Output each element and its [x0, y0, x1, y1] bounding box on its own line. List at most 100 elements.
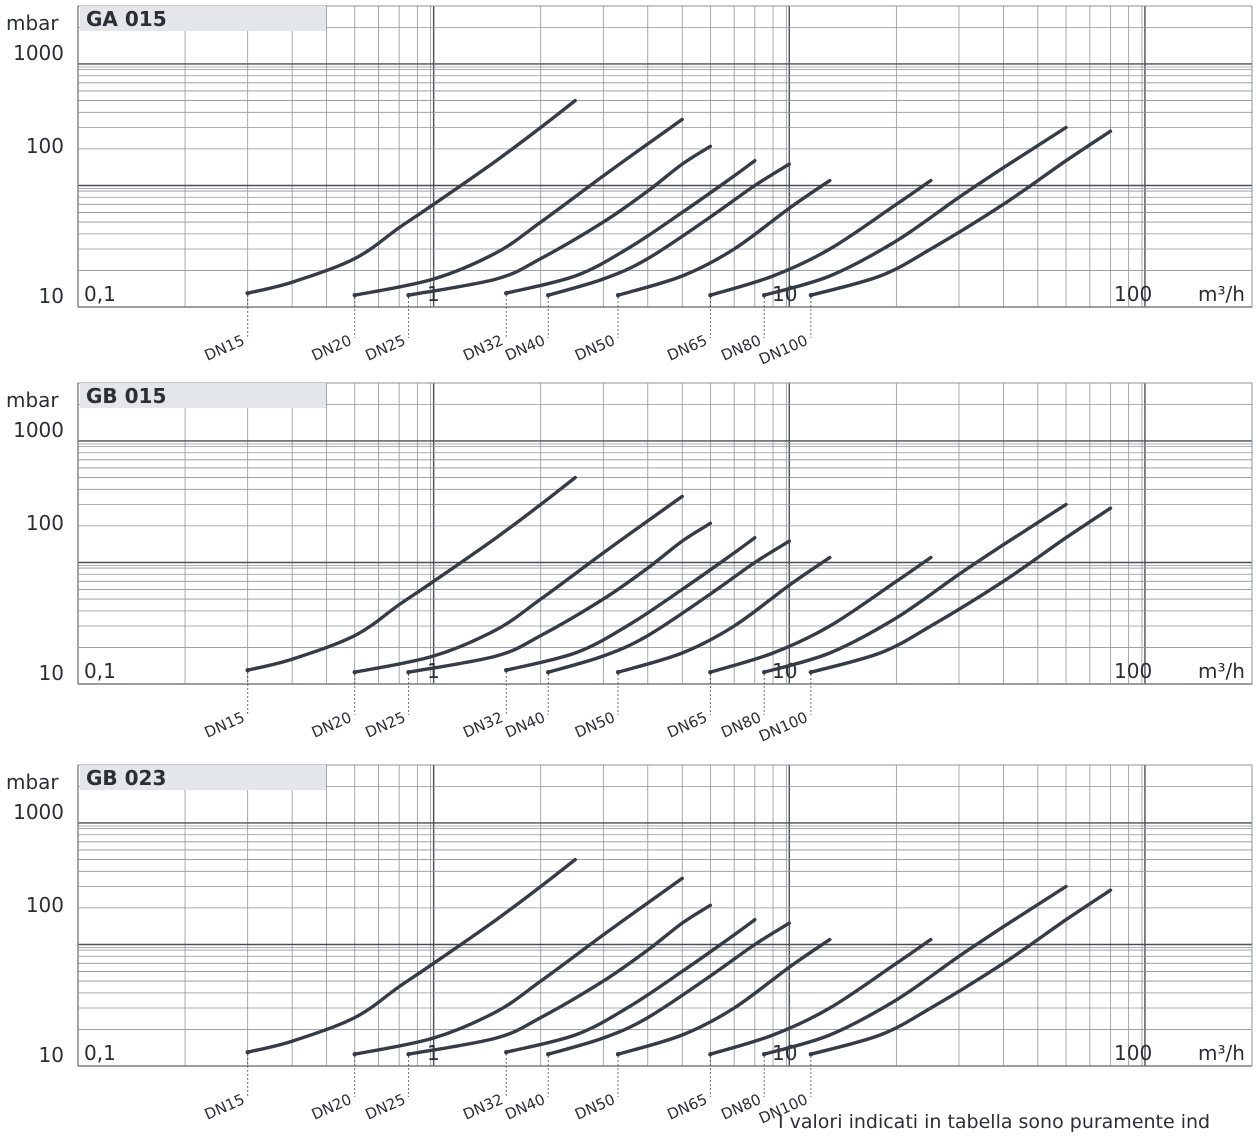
curve-dn40 — [546, 162, 791, 297]
curve-dn25 — [406, 521, 713, 674]
curve-dn65 — [708, 555, 933, 674]
x-axis-unit: m³/h — [1198, 282, 1245, 306]
dn-label-dn80: DN80 — [718, 708, 764, 741]
curve-start-dn80 — [761, 670, 767, 675]
curve-start-dn40 — [546, 670, 551, 675]
dn-label-dn20: DN20 — [309, 331, 355, 364]
dn-label-dn100: DN100 — [756, 331, 810, 368]
x-tick-label: 1 — [427, 1041, 440, 1065]
y-tick-label: 1000 — [13, 800, 64, 824]
chart-title-box — [80, 765, 326, 790]
dn-label-dn15: DN15 — [202, 1090, 248, 1123]
curve-dn80 — [762, 125, 1068, 297]
curve-start-dn20 — [352, 1052, 357, 1057]
curve-dn20 — [353, 494, 684, 674]
plot-frame — [77, 764, 1253, 1067]
dn-label-dn20: DN20 — [309, 1090, 355, 1123]
x-axis-unit: m³/h — [1198, 659, 1245, 683]
y-axis-label: mbar — [6, 388, 59, 412]
curve-dn15 — [246, 857, 577, 1054]
dn-label-dn65: DN65 — [664, 708, 710, 741]
curve-start-dn65 — [708, 293, 713, 298]
chart-title: GA 015 — [86, 7, 167, 31]
y-tick-label: 10 — [39, 1043, 64, 1067]
curve-start-dn100 — [808, 293, 814, 298]
curve-start-dn65 — [708, 1052, 713, 1057]
dn-label-dn50: DN50 — [572, 331, 618, 364]
y-tick-label: 1000 — [13, 418, 64, 442]
dn-label-dn25: DN25 — [363, 1090, 409, 1123]
grid — [77, 764, 1253, 1067]
x-tick-label: 0,1 — [84, 659, 116, 683]
curve-dn25 — [406, 903, 713, 1056]
x-tick-label: 10 — [772, 282, 797, 306]
x-tick-label: 0,1 — [84, 1041, 116, 1065]
x-tick-label: 100 — [1114, 1041, 1152, 1065]
disclaimer-note: I valori indicati in tabella sono purame… — [778, 1111, 1211, 1133]
series-group — [245, 857, 1113, 1057]
curve-start-dn80 — [761, 293, 767, 298]
dn-label-dn32: DN32 — [460, 708, 506, 741]
curve-dn65 — [708, 178, 933, 297]
series-group — [245, 475, 1113, 675]
dn-label-dn25: DN25 — [363, 708, 409, 741]
y-axis-label: mbar — [6, 770, 59, 794]
x-tick-label: 1 — [427, 659, 440, 683]
curve-start-dn15 — [245, 1049, 250, 1055]
plot-frame — [77, 382, 1253, 685]
chart-title-box — [80, 383, 326, 408]
y-tick-label: 100 — [26, 134, 64, 158]
curve-start-dn25 — [406, 1052, 411, 1057]
y-tick-label: 100 — [26, 511, 64, 535]
curve-start-dn25 — [406, 670, 411, 675]
dn-label-dn15: DN15 — [202, 708, 248, 741]
curve-dn20 — [353, 876, 684, 1056]
curve-start-dn40 — [546, 293, 551, 298]
curve-dn32 — [504, 918, 757, 1054]
y-tick-label: 100 — [26, 893, 64, 917]
curve-dn50 — [616, 178, 832, 297]
curve-start-dn80 — [761, 1052, 767, 1057]
curve-start-dn15 — [245, 667, 250, 673]
x-tick-label: 0,1 — [84, 282, 116, 306]
curve-start-dn50 — [615, 293, 621, 298]
dn-label-dn50: DN50 — [572, 708, 618, 741]
dn-label-dn100: DN100 — [756, 708, 810, 745]
curve-dn50 — [616, 555, 832, 674]
x-axis-unit: m³/h — [1198, 1041, 1245, 1065]
chart-gb015: GB 015 mbar 10 100 1000 0,1 1 10 100 m³/h DN15 DN20… — [6, 382, 1253, 746]
y-tick-label: 1000 — [13, 41, 64, 65]
curve-start-dn32 — [504, 1049, 509, 1055]
dn-label-dn50: DN50 — [572, 1090, 618, 1123]
curve-start-dn32 — [504, 290, 509, 296]
chart-title-box — [80, 6, 326, 31]
x-tick-label: 100 — [1114, 282, 1152, 306]
curve-start-dn40 — [546, 1052, 551, 1057]
chart-title: GB 015 — [86, 384, 166, 408]
y-axis-label: mbar — [6, 11, 59, 35]
curve-dn15 — [246, 98, 577, 295]
curve-dn32 — [504, 159, 757, 295]
chart-title: GB 023 — [86, 766, 166, 790]
curve-start-dn100 — [808, 1052, 814, 1057]
dn-label-dn15: DN15 — [202, 331, 248, 364]
curve-start-dn20 — [352, 670, 357, 675]
dn-label-dn40: DN40 — [502, 708, 548, 741]
dn-label-dn32: DN32 — [460, 331, 506, 364]
curve-dn25 — [406, 144, 713, 297]
dn-label-dn32: DN32 — [460, 1090, 506, 1123]
dn-label-dn80: DN80 — [718, 331, 764, 364]
curve-start-dn50 — [615, 1052, 621, 1057]
curve-dn65 — [708, 937, 933, 1056]
dn-label-dn65: DN65 — [664, 331, 710, 364]
curve-start-dn25 — [406, 293, 411, 298]
curve-dn20 — [353, 117, 684, 297]
chart-gb023: GB 023 mbar 10 100 1000 0,1 1 10 100 m³/h DN15 DN20… — [6, 764, 1253, 1128]
x-tick-label: 10 — [772, 659, 797, 683]
curve-start-dn20 — [352, 293, 357, 298]
dn-label-dn40: DN40 — [502, 1090, 548, 1123]
curve-start-dn32 — [504, 667, 509, 673]
y-tick-label: 10 — [39, 661, 64, 685]
curve-dn40 — [546, 921, 791, 1056]
grid — [77, 5, 1253, 308]
